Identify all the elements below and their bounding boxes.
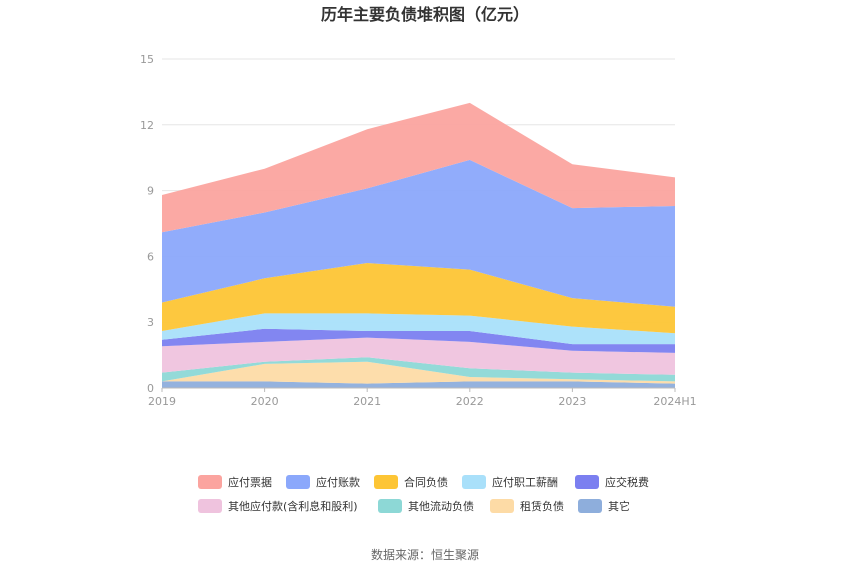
area-应付账款 [162,159,675,307]
y-tick-label: 6 [147,250,154,263]
legend-swatch [378,499,402,513]
legend-label: 应付职工薪酬 [492,475,558,489]
area-合同负债 [162,263,675,334]
legend-label: 其他应付款(含利息和股利) [228,499,358,513]
y-tick-label: 9 [147,185,154,198]
area-租赁负债 [162,361,675,384]
area-其它 [162,381,675,388]
legend-label: 应付账款 [316,475,360,489]
legend-item[interactable]: 租赁负债 [490,499,564,513]
legend-label: 其它 [608,499,630,513]
legend-swatch [198,475,222,489]
legend-item[interactable]: 应付职工薪酬 [462,475,558,489]
legend-swatch [286,475,310,489]
x-tick-label: 2021 [353,395,381,408]
legend-item[interactable]: 其他流动负债 [378,499,474,513]
legend-swatch [578,499,602,513]
legend-item[interactable]: 应交税费 [575,475,649,489]
area-应付票据 [162,102,675,233]
area-应付职工薪酬 [162,313,675,345]
x-tick-label: 2024H1 [653,395,696,408]
x-tick-label: 2022 [456,395,484,408]
legend-item[interactable]: 合同负债 [374,475,448,489]
legend-label: 应交税费 [605,475,649,489]
chart-title: 历年主要负债堆积图（亿元） [321,5,529,24]
y-tick-label: 3 [147,316,154,329]
legend-item[interactable]: 应付账款 [286,475,360,489]
legend-label: 合同负债 [404,475,448,489]
y-tick-label: 0 [147,382,154,395]
y-tick-label: 12 [140,119,154,132]
x-tick-label: 2019 [148,395,176,408]
area-其他流动负债 [162,357,675,382]
legend-label: 租赁负债 [520,499,564,513]
y-tick-label: 15 [140,53,154,66]
area-series [162,102,675,388]
x-axis: 2019 2020 2021 2022 2023 2024H1 [148,387,697,408]
area-应交税费 [162,328,675,353]
legend-swatch [490,499,514,513]
legend-swatch [575,475,599,489]
legend-label: 其他流动负债 [408,499,474,513]
y-axis: 0 3 6 9 12 15 [140,53,154,395]
legend-label: 应付票据 [228,475,272,489]
legend-swatch [374,475,398,489]
data-source: 数据来源：恒生聚源 [371,547,479,562]
legend-swatch [198,499,222,513]
legend-item[interactable]: 应付票据 [198,475,272,489]
legend-item[interactable]: 其他应付款(含利息和股利) [198,499,358,513]
x-tick-label: 2023 [558,395,586,408]
x-tick-label: 2020 [251,395,279,408]
area-其他应付款(含利息和股利) [162,337,675,375]
legend-item[interactable]: 其它 [578,499,630,513]
legend-swatch [462,475,486,489]
